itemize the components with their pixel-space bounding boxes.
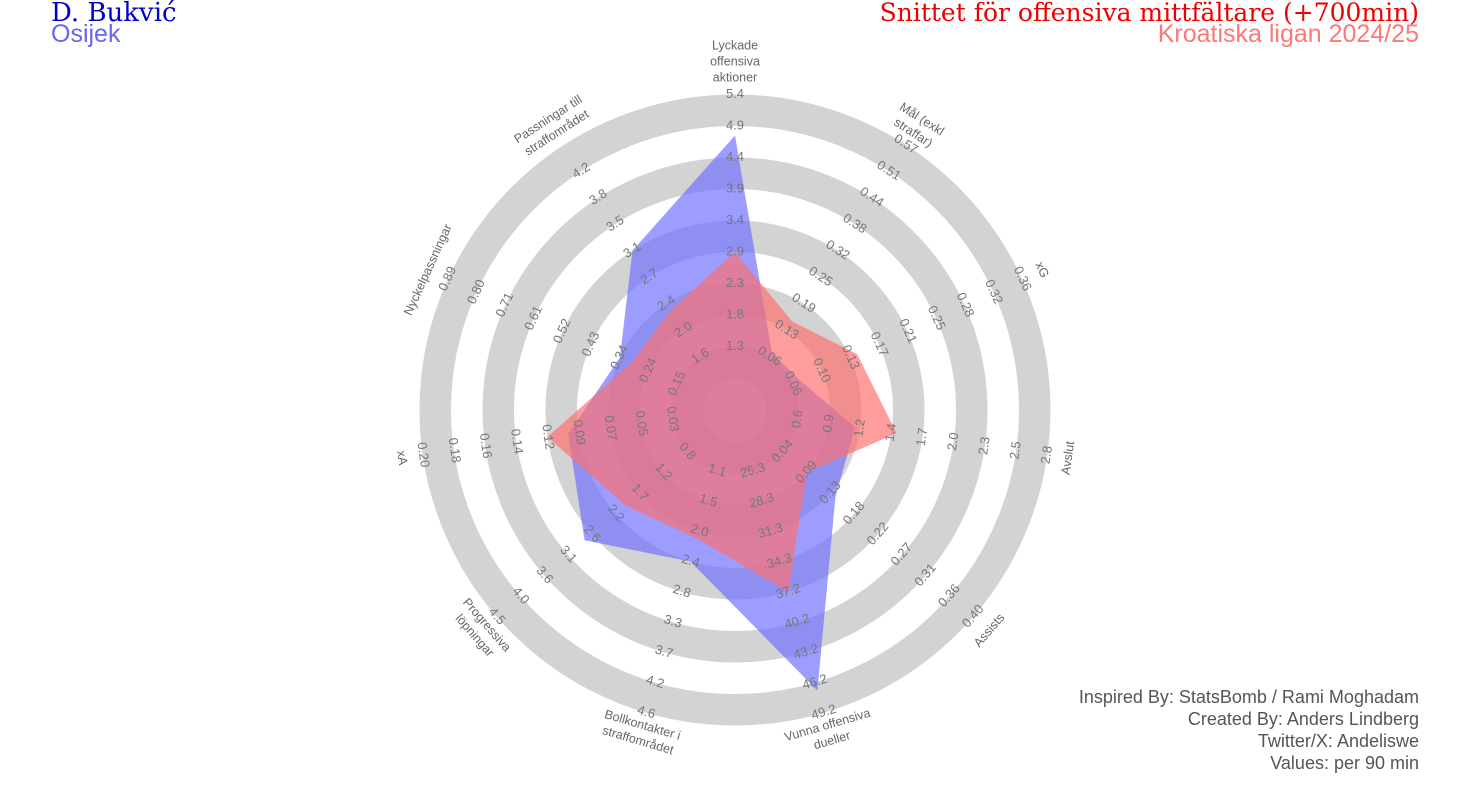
param-label: xA — [394, 450, 410, 467]
param-label: Lyckade offensiva aktioner — [710, 38, 760, 84]
tick-label: 1.4 — [882, 422, 899, 442]
param-label: Avslut — [1059, 440, 1078, 476]
tick-label: 3.3 — [662, 611, 684, 630]
tick-label: 46.2 — [800, 671, 829, 693]
tick-label: 2.3 — [726, 275, 744, 290]
tick-label: 4.2 — [645, 672, 667, 691]
param-label-line: offensiva — [710, 54, 760, 68]
tick-label: 0.6 — [788, 409, 805, 429]
credit-line: Inspired By: StatsBomb / Rami Moghadam — [1078, 687, 1419, 707]
tick-label: 5.4 — [726, 86, 744, 101]
tick-label: 0.16 — [477, 432, 495, 459]
tick-label: 2.8 — [1038, 445, 1055, 465]
tick-label: 0.18 — [446, 437, 464, 464]
tick-label: 1.2 — [850, 418, 867, 438]
tick-label: 4.9 — [726, 117, 744, 132]
tick-label: 1.8 — [726, 306, 744, 321]
tick-label: 0.03 — [664, 405, 682, 432]
param-label-line: aktioner — [713, 70, 757, 84]
tick-label: 0.20 — [415, 441, 433, 468]
tick-label: 1.7 — [913, 427, 930, 447]
tick-label: 2.8 — [671, 581, 693, 600]
credits: Inspired By: StatsBomb / Rami Moghadam C… — [1079, 686, 1419, 774]
tick-label: 2.4 — [680, 551, 702, 570]
param-label-line: Avslut — [1059, 440, 1078, 476]
credit-line: Values: per 90 min — [1270, 753, 1419, 773]
tick-label: 1.5 — [698, 490, 720, 509]
tick-label: 1.1 — [707, 460, 729, 479]
tick-label: 3.4 — [726, 212, 744, 227]
tick-label: 4.6 — [636, 702, 658, 721]
tick-label: 28.3 — [747, 489, 776, 511]
tick-label: 34.3 — [765, 550, 794, 572]
tick-label: 0.9 — [819, 413, 836, 433]
club-name: Osijek — [51, 20, 121, 48]
radar-ring — [419, 94, 1051, 726]
param-label: xG — [1032, 260, 1051, 280]
tick-label: 2.0 — [944, 431, 961, 451]
radar-series-area — [547, 252, 897, 592]
tick-label: 25.3 — [738, 459, 767, 481]
credit-line: Created By: Anders Lindberg — [1187, 709, 1419, 729]
tick-label: 0.14 — [508, 428, 526, 455]
tick-label: 40.2 — [783, 610, 812, 632]
tick-label: 31.3 — [756, 520, 785, 542]
tick-label: 2.5 — [1006, 440, 1023, 460]
player-name: D. Bukvić — [51, 0, 177, 28]
param-label-line: xA — [394, 450, 410, 467]
tick-label: 43.2 — [792, 640, 821, 662]
param-label-line: Lyckade — [712, 38, 758, 52]
tick-label: 0.07 — [602, 414, 620, 441]
tick-label: 0.09 — [570, 419, 588, 446]
tick-label: 49.2 — [809, 701, 838, 723]
tick-label: 0.05 — [633, 410, 651, 437]
tick-label: 4.4 — [726, 149, 744, 164]
tick-label: 2.9 — [726, 243, 744, 258]
tick-label: 3.9 — [726, 180, 744, 195]
tick-label: 0.12 — [539, 423, 557, 450]
chart-title: Snittet för offensiva mittfältare (+700m… — [879, 0, 1419, 27]
tick-label: 2.0 — [689, 521, 711, 540]
tick-label: 1.3 — [726, 338, 744, 353]
param-label-line: xG — [1032, 260, 1051, 280]
chart-subtitle: Kroatiska ligan 2024/25 — [1157, 20, 1419, 48]
tick-label: 2.3 — [975, 436, 992, 456]
tick-label: 37.2 — [774, 580, 803, 602]
tick-label: 3.7 — [653, 641, 675, 660]
credit-line: Twitter/X: Andeliswe — [1257, 731, 1419, 751]
